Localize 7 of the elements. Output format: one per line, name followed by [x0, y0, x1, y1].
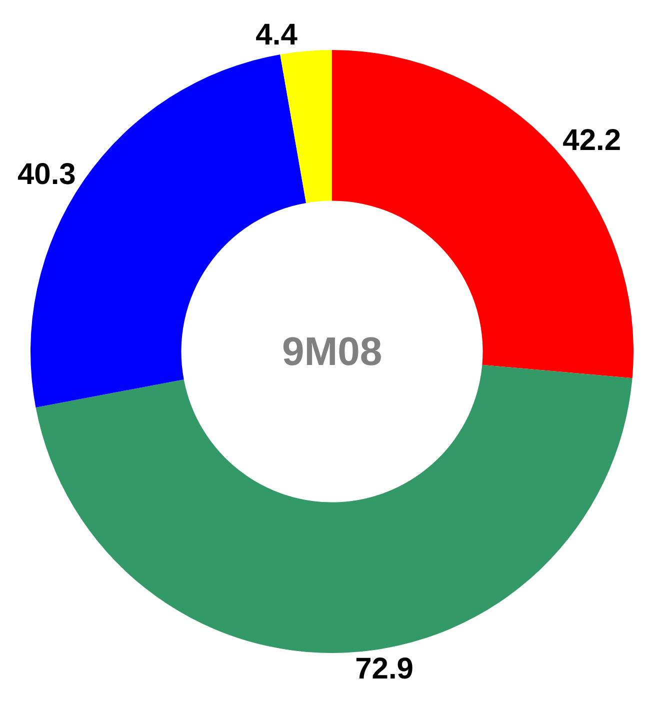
- donut-slice: [36, 364, 632, 653]
- data-label: 72.9: [355, 652, 414, 686]
- data-label: 42.2: [562, 124, 622, 157]
- text: 9M08: [282, 330, 382, 374]
- donut-slice: [280, 50, 332, 203]
- data-label: 4.4: [256, 18, 298, 52]
- data-label: 40.3: [17, 158, 76, 192]
